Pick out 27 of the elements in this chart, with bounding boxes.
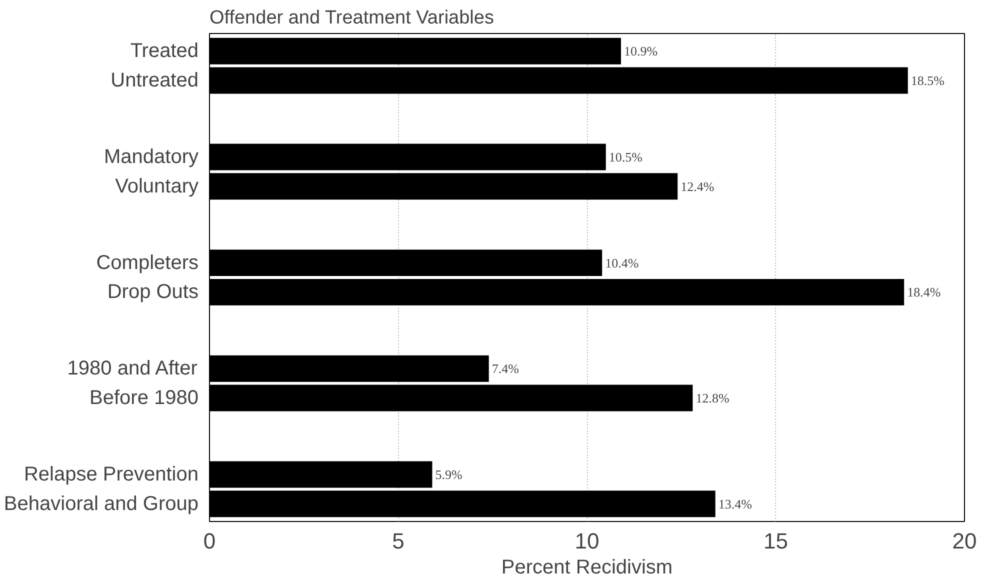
data-label: 10.4% — [605, 255, 639, 270]
data-label: 13.4% — [718, 496, 752, 512]
y-tick-label: Mandatory — [104, 146, 199, 168]
data-label: 10.9% — [624, 44, 658, 59]
y-tick-label: Completers — [96, 252, 199, 274]
y-tick-label: Relapse Prevention — [24, 463, 199, 486]
x-tick-label: 15 — [764, 528, 788, 554]
data-label: 12.8% — [696, 390, 730, 406]
y-tick-label: 1980 and After — [67, 358, 198, 380]
x-axis-title: Percent Recidivism — [501, 556, 673, 578]
data-label: 5.9% — [435, 466, 462, 482]
data-label: 7.4% — [492, 361, 520, 376]
y-tick-label: Treated — [130, 40, 199, 62]
data-label: 18.4% — [907, 284, 941, 300]
x-tick-label: 5 — [392, 528, 404, 554]
data-label: 12.4% — [680, 178, 714, 194]
chart-title: Offender and Treatment Variables — [210, 8, 494, 28]
data-label: 18.5% — [910, 73, 945, 88]
y-tick-label: Behavioral and Group — [4, 492, 199, 515]
y-tick-label: Voluntary — [115, 175, 198, 198]
data-label: 10.5% — [608, 149, 643, 164]
x-tick-label: 20 — [952, 528, 977, 554]
y-tick-label: Drop Outs — [107, 281, 199, 304]
x-tick-label: 10 — [574, 528, 600, 554]
y-tick-label: Before 1980 — [90, 387, 199, 410]
x-tick-label: 0 — [203, 528, 216, 554]
y-tick-label: Untreated — [110, 70, 199, 92]
